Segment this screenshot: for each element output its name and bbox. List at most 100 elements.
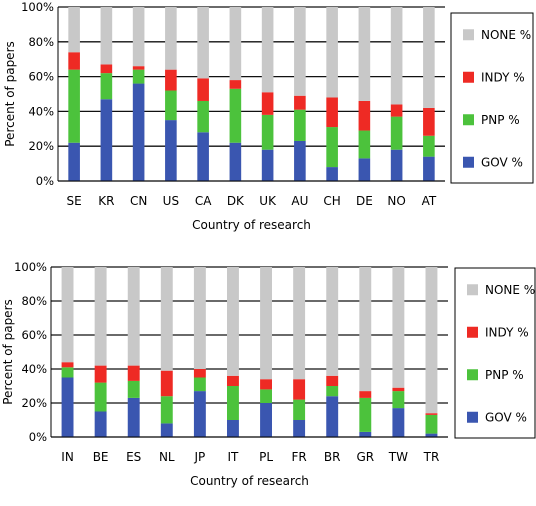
bar-segment (326, 127, 338, 168)
x-tick-label: AT (422, 194, 437, 208)
bar-segment (68, 52, 80, 70)
bar-segment (392, 387, 405, 392)
bar-segment (358, 130, 371, 159)
bar-segment (165, 69, 177, 91)
x-tick-label: CA (195, 194, 212, 208)
y-tick-label: 20% (28, 139, 54, 153)
bar-segment (165, 7, 177, 70)
y-axis-title: Percent of papers (1, 299, 15, 405)
y-axis-title: Percent of papers (3, 41, 17, 147)
bar-segment (160, 423, 173, 437)
x-tick-label: SE (67, 194, 82, 208)
x-tick-label: GR (356, 450, 374, 464)
x-tick-label: CN (130, 194, 147, 208)
bar-segment (193, 391, 206, 437)
bar-segment (326, 375, 339, 386)
legend-swatch (467, 369, 478, 381)
bar-segment (229, 88, 242, 143)
x-tick-label: CH (323, 194, 340, 208)
bar-segment (127, 365, 140, 381)
bar-segment (260, 403, 272, 437)
bar-segment (326, 97, 338, 128)
bar-segment (193, 369, 206, 378)
bar-segment (390, 104, 403, 117)
legend-swatch (463, 71, 474, 83)
y-tick-label: 40% (28, 104, 54, 118)
legend-swatch (463, 156, 474, 168)
bar-segment (326, 7, 338, 98)
x-tick-label: DK (227, 194, 245, 208)
bar-segment (392, 267, 405, 388)
bar-segment (127, 267, 140, 366)
bar-segment (61, 377, 74, 437)
x-tick-label: US (163, 194, 179, 208)
bar-segment (193, 377, 206, 392)
bar-segment (61, 362, 74, 368)
bar-segment (132, 69, 145, 84)
legend-label: NONE % (481, 28, 531, 42)
bar-segment (227, 386, 239, 420)
y-tick-label: 100% (21, 0, 54, 14)
bar-segment (425, 433, 438, 437)
bar-segment (294, 95, 306, 110)
bar-segment (165, 90, 177, 121)
x-tick-label: ES (126, 450, 141, 464)
x-tick-label: TR (423, 450, 440, 464)
bar-segment (359, 267, 372, 392)
y-tick-label: 80% (21, 294, 47, 308)
bar-segment (197, 132, 209, 181)
legend-swatch (467, 284, 478, 296)
y-tick-label: 80% (28, 35, 54, 49)
bar-segment (294, 140, 306, 181)
bar-segment (293, 420, 306, 437)
bar-segment (229, 142, 242, 181)
x-tick-label: TW (388, 450, 408, 464)
bar-segment (261, 7, 274, 93)
bar-segment (68, 7, 80, 53)
bar-segment (227, 420, 239, 437)
bar-segment (197, 100, 209, 133)
bar-segment (359, 431, 372, 437)
bar-segment (293, 399, 306, 420)
bar-segment (68, 142, 80, 181)
bar-segment (423, 107, 435, 136)
bar-segment (68, 69, 80, 143)
y-tick-label: 0% (36, 174, 54, 188)
bar-segment (100, 99, 113, 181)
bar-segment (358, 158, 371, 181)
y-tick-label: 20% (21, 396, 47, 410)
chart-bottom: 0% 20% 40% 60% 80% 100% IN BE ES NL JP IT PL FR BR GR TW… (1, 260, 536, 488)
bar-segment (293, 379, 306, 400)
bar-segment (227, 375, 239, 386)
bar-segment (132, 7, 145, 67)
x-tick-label: NL (159, 450, 175, 464)
x-tick-label: FR (292, 450, 307, 464)
legend-swatch (467, 411, 478, 423)
bar-segment (261, 149, 274, 181)
x-axis-title: Country of research (192, 218, 311, 232)
bar-segment (425, 267, 438, 414)
bar-segment (260, 389, 272, 403)
bar-segment (100, 64, 113, 74)
x-tick-label: UK (259, 194, 277, 208)
bar-segment (326, 167, 338, 181)
legend-box (450, 12, 534, 184)
x-tick-label: JP (193, 450, 205, 464)
x-tick-label: PL (259, 450, 273, 464)
x-axis-title: Country of research (190, 474, 309, 488)
bar-segment (358, 100, 371, 131)
bar-segment (127, 380, 140, 398)
y-tick-label: 60% (28, 70, 54, 84)
bar-segment (94, 365, 107, 383)
bar-segment (423, 135, 435, 157)
bar-segment (227, 267, 239, 376)
x-tick-label: DE (356, 194, 373, 208)
y-tick-label: 100% (14, 260, 47, 274)
bar-segment (261, 92, 274, 115)
bar-segment (94, 267, 107, 366)
legend-label: GOV % (481, 155, 523, 169)
bar-segment (425, 413, 438, 415)
bar-segment (197, 7, 209, 79)
legend-swatch (467, 326, 478, 338)
